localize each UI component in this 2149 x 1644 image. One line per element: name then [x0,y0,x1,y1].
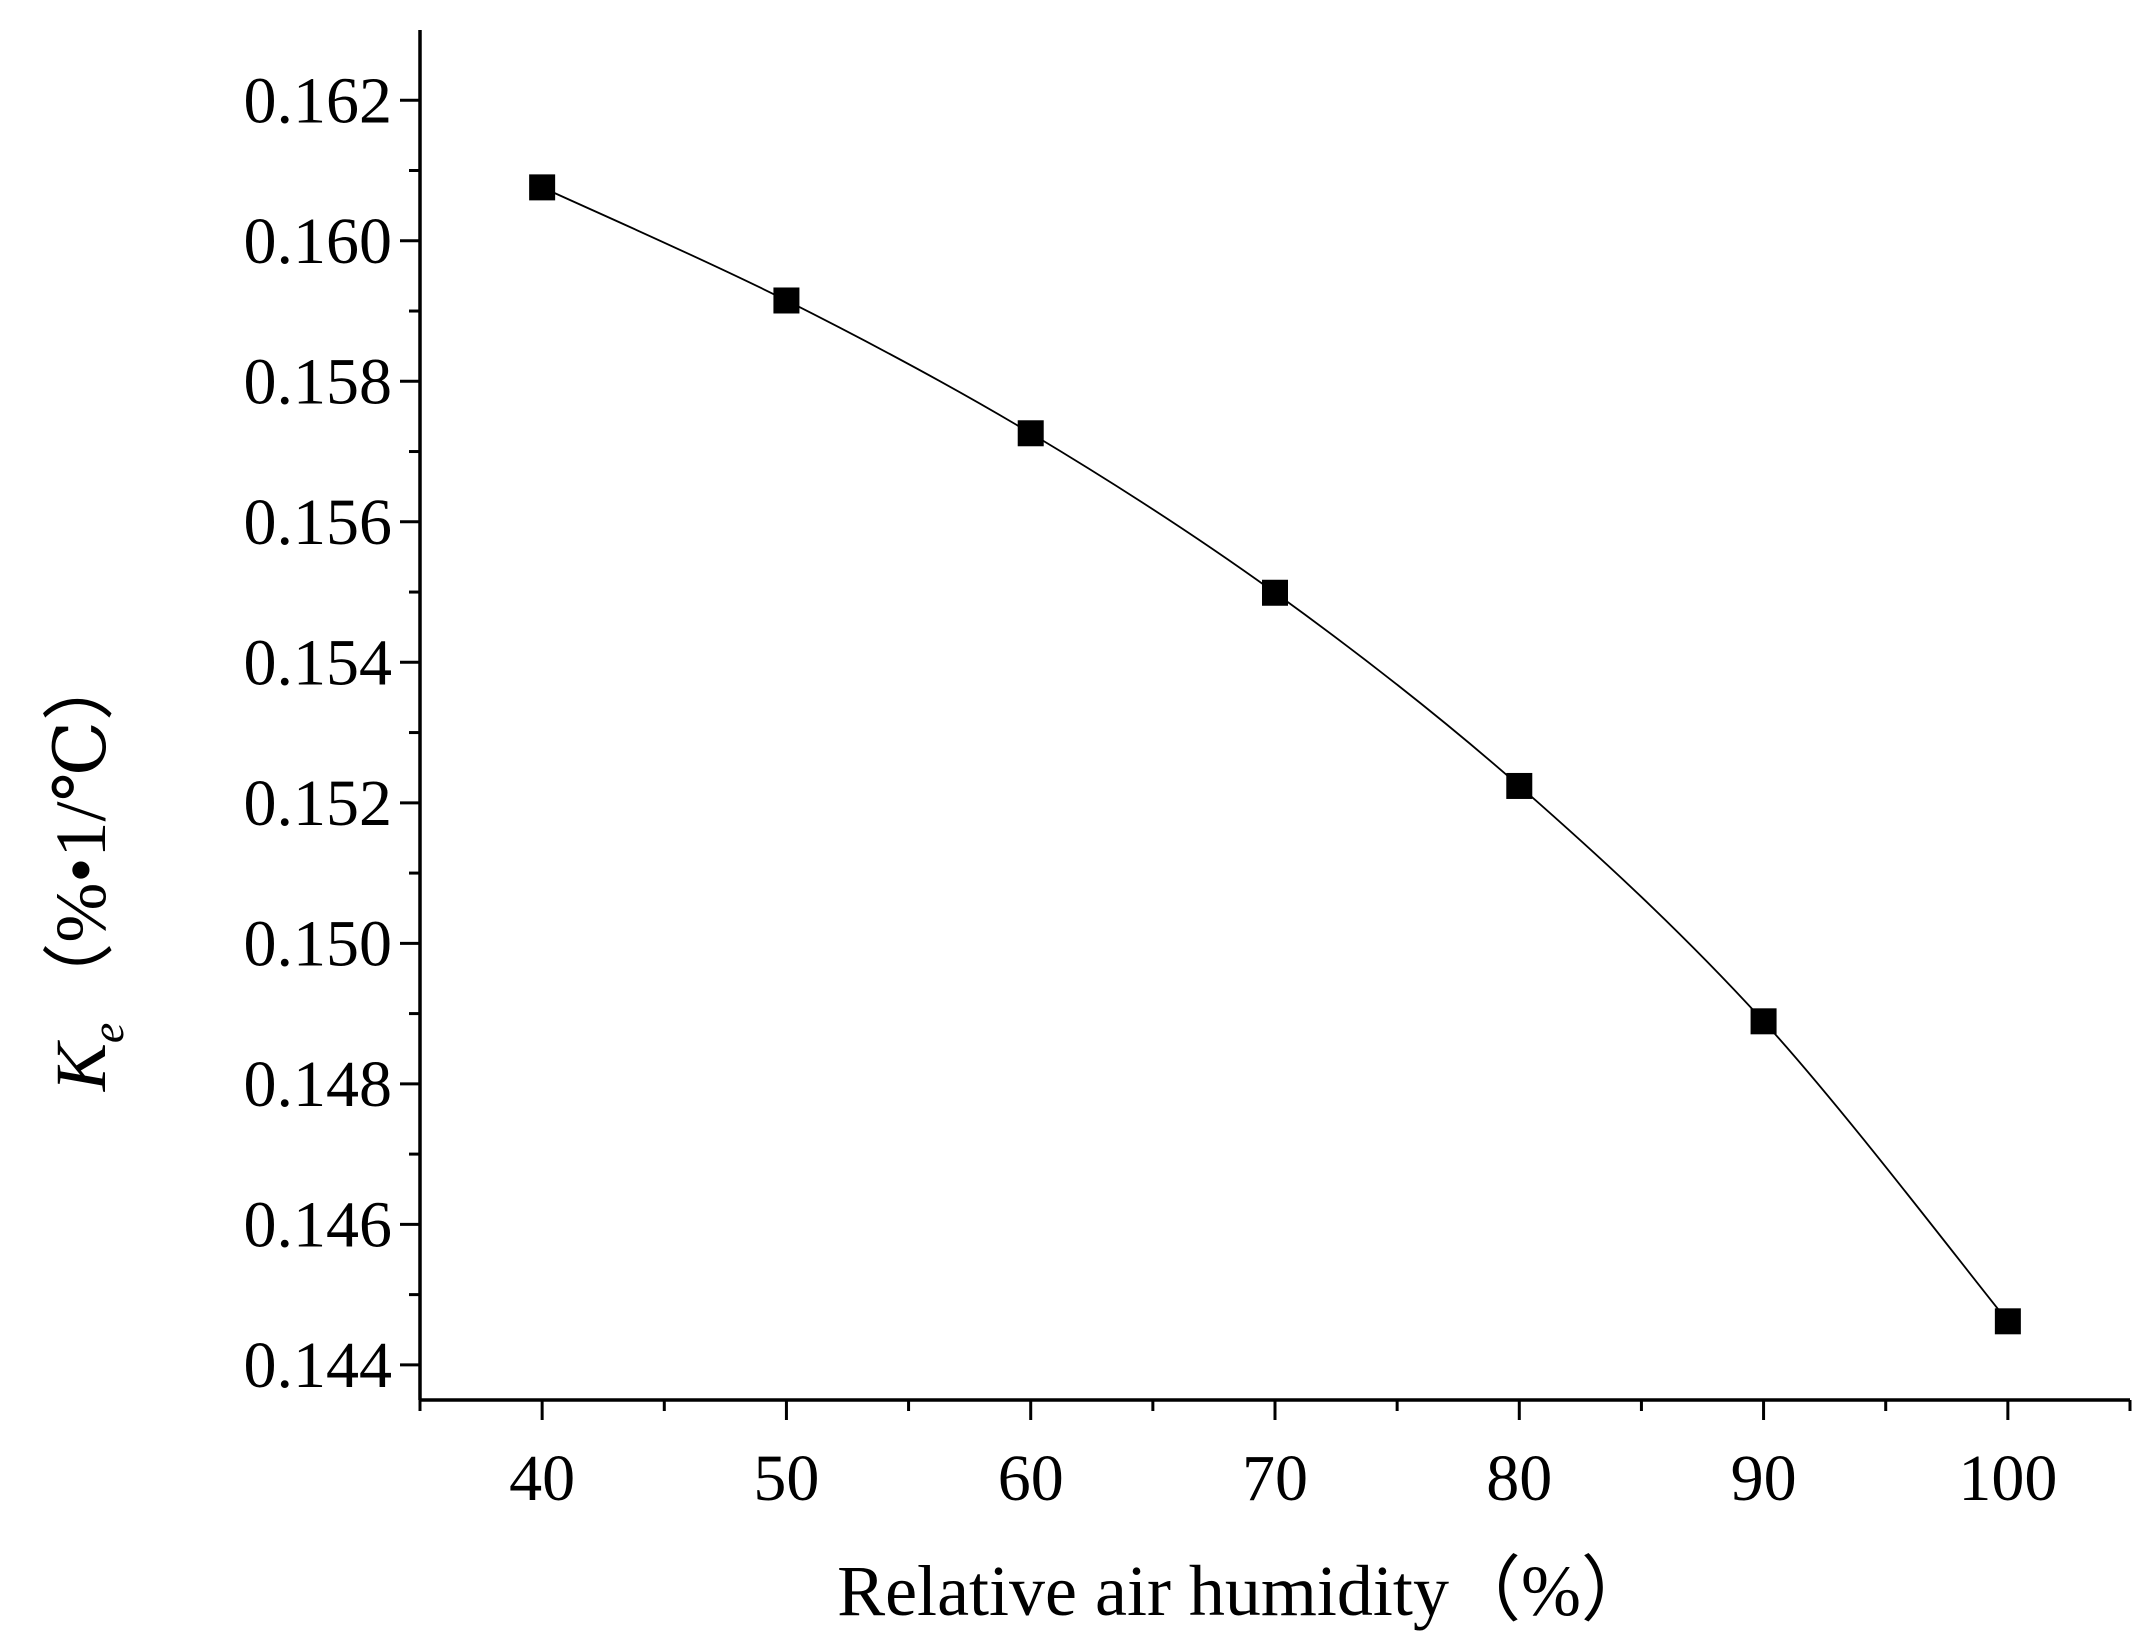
data-point [1994,1308,2021,1335]
data-point [1262,579,1288,606]
data-point [1506,772,1533,799]
y-tick-label: 0.150 [244,907,393,980]
data-markers [529,174,2021,1335]
y-axis-unit: （%•1/℃） [41,649,121,1015]
y-axis-title-text: Ke （%•1/℃） [41,649,133,1092]
x-tick-label: 90 [1731,1442,1797,1515]
data-point [1750,1008,1777,1035]
y-axis-subscript: e [82,1023,133,1043]
y-axis-title: Ke （%•1/℃） [41,649,133,1092]
y-tick-label: 0.152 [244,767,393,840]
y-tick-label: 0.146 [244,1188,393,1261]
data-point [1017,420,1044,447]
fit-curve [541,186,2009,1322]
x-tick-label: 70 [1242,1442,1308,1515]
tick-labels: 40 50 60 70 80 90 100 0.144 0.146 0.148 0.150 0.152… [244,64,2058,1515]
y-tick-label: 0.154 [244,626,393,699]
y-tick-label: 0.144 [244,1329,393,1402]
x-axis-title: Relative air humidity（%） [837,1551,1653,1631]
y-axis-symbol: K [41,1039,121,1092]
ticks [400,98,2132,1420]
x-tick-label: 60 [998,1442,1064,1515]
y-tick-label: 0.156 [244,486,393,559]
x-tick-label: 100 [1958,1442,2057,1515]
data-point [773,287,800,314]
x-tick-label: 50 [753,1442,819,1515]
x-tick-label: 40 [509,1442,575,1515]
y-tick-label: 0.160 [244,205,393,278]
y-tick-label: 0.162 [244,64,393,137]
y-tick-label: 0.148 [244,1048,393,1121]
axes [418,30,2130,1402]
x-tick-label: 80 [1486,1442,1552,1515]
y-tick-label: 0.158 [244,345,393,418]
data-point [529,174,556,201]
